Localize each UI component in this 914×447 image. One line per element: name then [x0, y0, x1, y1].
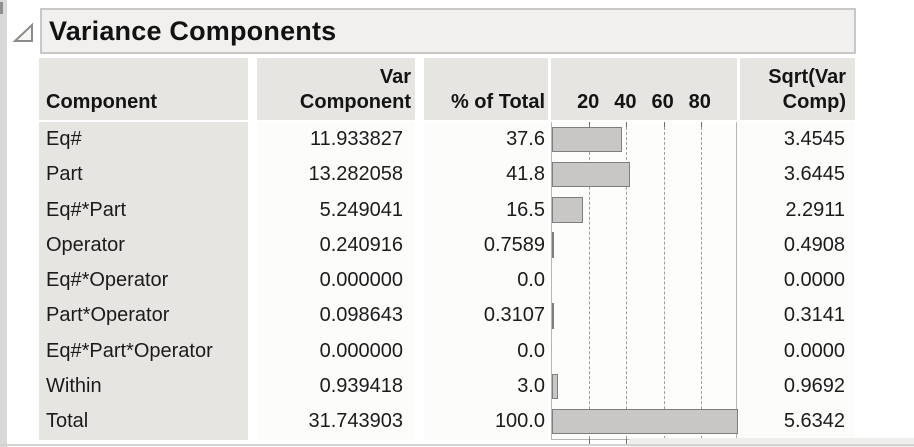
table-row: Eq#*Part*Operator 0.000000 0.0 0.0000 — [39, 333, 855, 370]
table-row: Operator 0.240916 0.7589 0.4908 — [39, 227, 855, 264]
window-bottom-line — [0, 444, 914, 446]
chart-cell — [551, 369, 737, 405]
sqrt-var-comp-cell: 0.3141 — [740, 298, 855, 334]
pct-of-total-cell: 16.5 — [424, 192, 548, 228]
component-cell: Eq#*Part — [39, 192, 248, 228]
axis-tick — [626, 122, 628, 127]
sqrt-var-comp-cell: 2.2911 — [740, 192, 855, 228]
disclosure-toggle-button[interactable] — [11, 21, 35, 45]
chart-cell — [551, 263, 737, 299]
variance-components-table: Component Var Component % of Total 20 40 6… — [39, 58, 855, 444]
chart-gridline — [589, 122, 591, 439]
header-var-component: Var Component — [257, 58, 415, 120]
table-row: Eq#*Operator 0.000000 0.0 0.0000 — [39, 263, 855, 299]
axis-tick — [589, 122, 591, 127]
axis-tick-label: 80 — [688, 91, 711, 113]
pct-of-total-bar — [552, 373, 558, 400]
pct-of-total-cell: 3.0 — [424, 369, 548, 405]
component-cell: Total — [39, 404, 248, 440]
chart-gridline — [700, 122, 702, 439]
sqrt-var-comp-cell: 3.4545 — [740, 122, 855, 158]
table-body: Eq# 11.933827 37.6 3.4545 Part 13.282058 41.8 3… — [39, 122, 855, 444]
pct-of-total-bar-chart — [551, 122, 738, 444]
chart-cell — [551, 333, 737, 370]
pct-of-total-cell: 37.6 — [424, 122, 548, 158]
sqrt-var-comp-cell: 0.9692 — [740, 369, 855, 405]
sqrt-var-comp-cell: 5.6342 — [740, 404, 855, 440]
axis-tick — [589, 438, 591, 444]
sqrt-var-comp-cell: 0.0000 — [740, 333, 855, 370]
component-cell: Part*Operator — [39, 298, 248, 334]
window-bottom-edge — [628, 438, 914, 447]
var-component-cell: 11.933827 — [257, 122, 415, 158]
axis-tick — [700, 122, 702, 127]
var-component-cell: 0.939418 — [257, 369, 415, 405]
component-cell: Part — [39, 157, 248, 193]
pct-of-total-cell: 0.7589 — [424, 227, 548, 264]
component-cell: Eq# — [39, 122, 248, 158]
window-left-notch — [0, 2, 3, 14]
component-cell: Eq#*Operator — [39, 263, 248, 299]
var-component-cell: 0.240916 — [257, 227, 415, 264]
var-component-cell: 0.098643 — [257, 298, 415, 334]
component-cell: Within — [39, 369, 248, 405]
chart-cell — [551, 298, 737, 334]
axis-tick-label: 60 — [651, 91, 674, 113]
report-titlebar: Variance Components — [10, 8, 856, 54]
pct-of-total-cell: 0.0 — [424, 263, 548, 299]
table-header-row: Component Var Component % of Total 20 40 6… — [39, 58, 855, 120]
pct-of-total-cell: 0.0 — [424, 333, 548, 370]
chart-cell — [551, 227, 737, 264]
title-box: Variance Components — [40, 8, 856, 54]
chart-gridline — [663, 122, 665, 439]
component-cell: Operator — [39, 227, 248, 264]
table-row: Within 0.939418 3.0 0.9692 — [39, 369, 855, 405]
var-component-cell: 31.743903 — [257, 404, 415, 440]
sqrt-var-comp-cell: 3.6445 — [740, 157, 855, 193]
pct-of-total-bar — [552, 126, 622, 152]
var-component-cell: 13.282058 — [257, 157, 415, 193]
pct-of-total-bar — [552, 232, 554, 258]
var-component-cell: 0.000000 — [257, 263, 415, 299]
chart-gridline — [626, 122, 628, 439]
component-cell: Eq#*Part*Operator — [39, 333, 248, 370]
pct-of-total-bar — [552, 408, 738, 435]
var-component-cell: 5.249041 — [257, 192, 415, 228]
sqrt-var-comp-cell: 0.4908 — [740, 227, 855, 264]
axis-tick-label: 20 — [577, 91, 600, 113]
header-component: Component — [39, 58, 248, 120]
header-chart-axis: 20 40 60 80 — [551, 58, 737, 120]
open-triangle-icon — [12, 22, 33, 42]
axis-tick — [626, 438, 628, 444]
window-left-edge — [0, 0, 7, 447]
header-sqrt-var-comp: Sqrt(Var Comp) — [740, 58, 855, 120]
header-pct-of-total: % of Total — [424, 58, 548, 120]
page-title: Variance Components — [49, 15, 337, 46]
axis-tick-label: 40 — [614, 91, 637, 113]
pct-of-total-cell: 41.8 — [424, 157, 548, 193]
table-row: Eq# 11.933827 37.6 3.4545 — [39, 122, 855, 158]
sqrt-var-comp-cell: 0.0000 — [740, 263, 855, 299]
pct-of-total-cell: 100.0 — [424, 404, 548, 440]
var-component-cell: 0.000000 — [257, 333, 415, 370]
pct-of-total-cell: 0.3107 — [424, 298, 548, 334]
pct-of-total-bar — [552, 197, 583, 223]
pct-of-total-bar — [552, 303, 554, 329]
pct-of-total-bar — [552, 161, 630, 188]
table-row: Part*Operator 0.098643 0.3107 0.3141 — [39, 298, 855, 334]
axis-tick — [663, 122, 665, 127]
